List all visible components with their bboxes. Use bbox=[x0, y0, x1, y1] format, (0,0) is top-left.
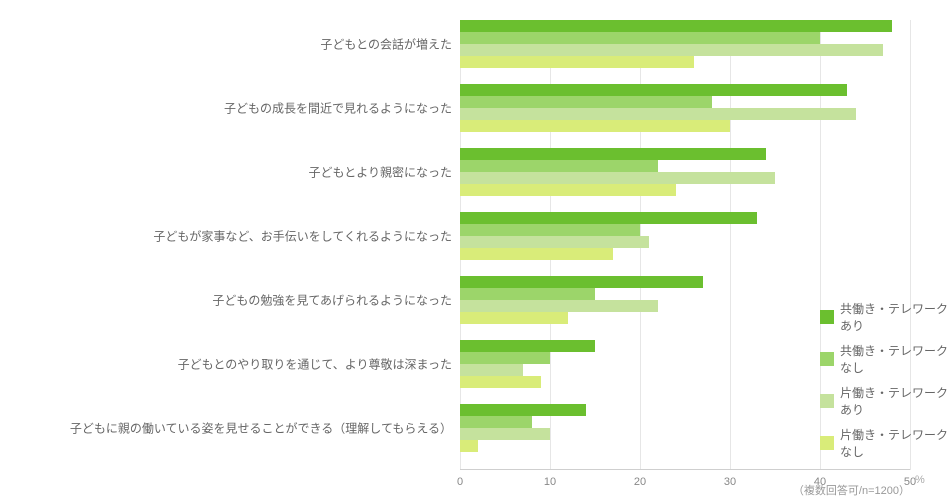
legend-item: 共働き・テレワークあり bbox=[820, 300, 950, 334]
bar bbox=[460, 96, 712, 108]
chart-footnote: （複数回答可/n=1200） bbox=[793, 482, 910, 498]
legend-swatch bbox=[820, 436, 834, 450]
bar bbox=[460, 172, 775, 184]
bar bbox=[460, 224, 640, 236]
category-label: 子どもとより親密になった bbox=[308, 164, 452, 181]
category-label: 子どもの成長を間近で見れるようになった bbox=[224, 100, 452, 117]
bar-group bbox=[460, 148, 910, 196]
legend: 共働き・テレワークあり共働き・テレワークなし片働き・テレワークあり片働き・テレワ… bbox=[820, 300, 950, 468]
category-label: 子どもに親の働いている姿を見せることができる（理解してもらえる） bbox=[70, 420, 452, 437]
legend-label: 共働き・テレワークあり bbox=[840, 300, 950, 334]
bar bbox=[460, 440, 478, 452]
legend-label: 共働き・テレワークなし bbox=[840, 342, 950, 376]
bar bbox=[460, 236, 649, 248]
bar bbox=[460, 416, 532, 428]
bar bbox=[460, 120, 730, 132]
bar bbox=[460, 148, 766, 160]
legend-swatch bbox=[820, 310, 834, 324]
bar bbox=[460, 428, 550, 440]
bar bbox=[460, 312, 568, 324]
bar bbox=[460, 340, 595, 352]
x-axis bbox=[460, 469, 910, 470]
legend-item: 片働き・テレワークあり bbox=[820, 384, 950, 418]
legend-swatch bbox=[820, 352, 834, 366]
bar bbox=[460, 44, 883, 56]
bar bbox=[460, 32, 820, 44]
bar bbox=[460, 212, 757, 224]
bar-group bbox=[460, 84, 910, 132]
x-tick-label: 30 bbox=[724, 476, 736, 488]
category-label: 子どもが家事など、お手伝いをしてくれるようになった bbox=[153, 228, 452, 245]
category-label: 子どもとのやり取りを通じて、より尊敬は深まった bbox=[178, 356, 452, 373]
bar bbox=[460, 56, 694, 68]
x-tick-label: 20 bbox=[634, 476, 646, 488]
legend-label: 片働き・テレワークあり bbox=[840, 384, 950, 418]
bar bbox=[460, 352, 550, 364]
legend-item: 共働き・テレワークなし bbox=[820, 342, 950, 376]
legend-item: 片働き・テレワークなし bbox=[820, 426, 950, 460]
x-tick-label: 10 bbox=[544, 476, 556, 488]
bar bbox=[460, 84, 847, 96]
bar bbox=[460, 184, 676, 196]
x-unit-label: % bbox=[915, 474, 925, 486]
bar bbox=[460, 376, 541, 388]
bar-group bbox=[460, 20, 910, 68]
legend-swatch bbox=[820, 394, 834, 408]
bar bbox=[460, 20, 892, 32]
category-label: 子どもとの会話が増えた bbox=[320, 36, 452, 53]
bar bbox=[460, 364, 523, 376]
bar bbox=[460, 276, 703, 288]
bar bbox=[460, 108, 856, 120]
x-tick-label: 0 bbox=[457, 476, 463, 488]
bar bbox=[460, 160, 658, 172]
legend-label: 片働き・テレワークなし bbox=[840, 426, 950, 460]
bar bbox=[460, 404, 586, 416]
bar bbox=[460, 288, 595, 300]
bar bbox=[460, 300, 658, 312]
bar-group bbox=[460, 212, 910, 260]
survey-bar-chart: % 子どもとの会話が増えた子どもの成長を間近で見れるようになった子どもとより親密… bbox=[0, 0, 950, 504]
bar bbox=[460, 248, 613, 260]
category-label: 子どもの勉強を見てあげられるようになった bbox=[212, 292, 452, 309]
